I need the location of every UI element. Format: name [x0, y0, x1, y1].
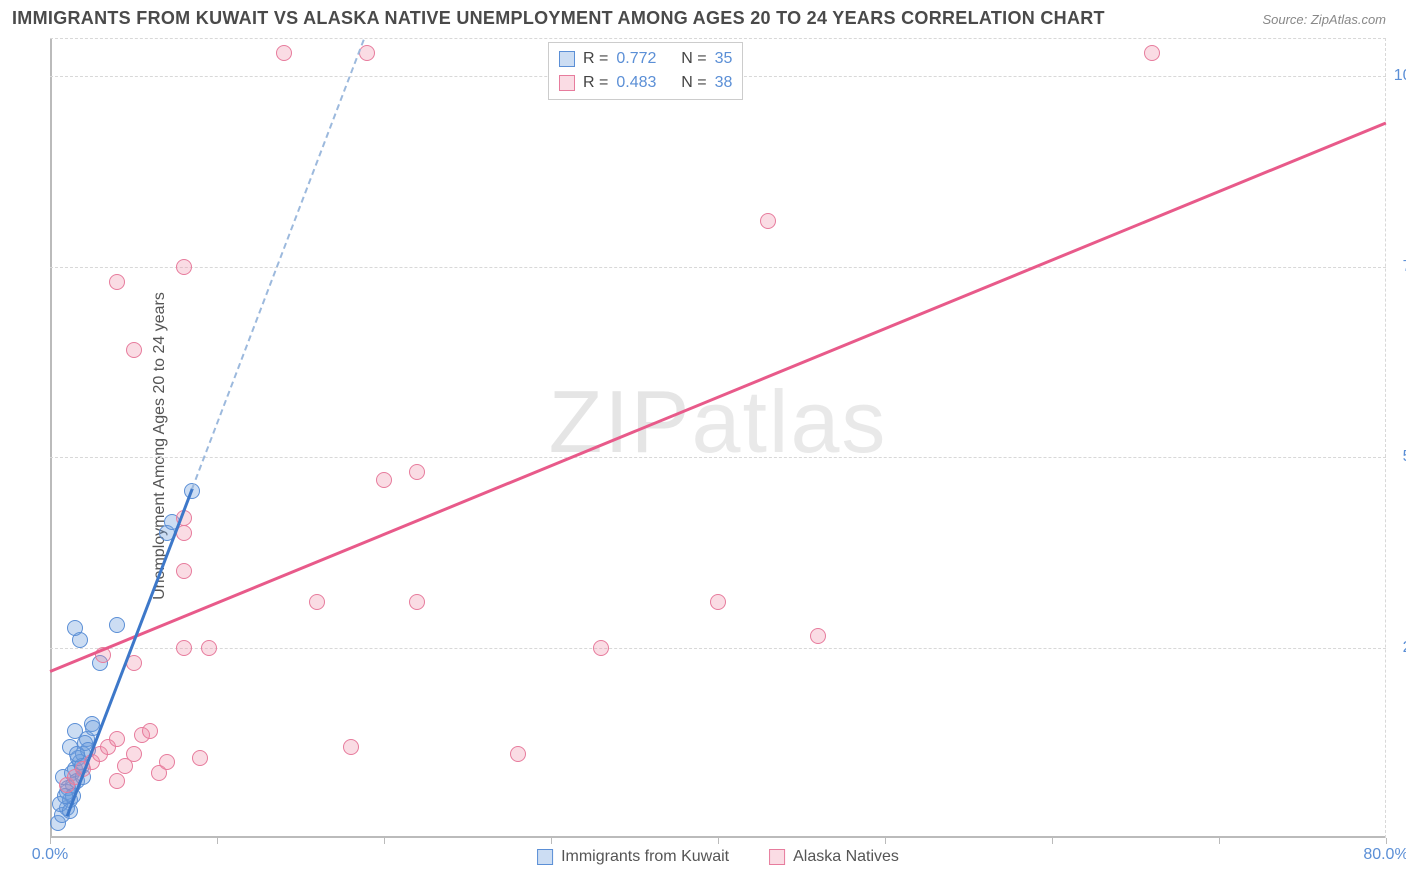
stats-R-label: R = [583, 71, 608, 95]
scatter-point [376, 472, 392, 488]
scatter-point [176, 640, 192, 656]
scatter-point [1144, 45, 1160, 61]
x-tick-label: 0.0% [32, 846, 68, 864]
swatch-icon [537, 849, 553, 865]
scatter-point [409, 464, 425, 480]
swatch-icon [769, 849, 785, 865]
legend: Immigrants from Kuwait Alaska Natives [537, 848, 899, 866]
scatter-point [176, 563, 192, 579]
scatter-point [159, 754, 175, 770]
x-tick [551, 838, 552, 844]
scatter-point [109, 773, 125, 789]
scatter-point [593, 640, 609, 656]
stats-R-value: 0.772 [616, 47, 656, 71]
stats-R-label: R = [583, 47, 608, 71]
y-tick-label: 25.0% [1403, 639, 1406, 657]
trend-line [191, 39, 365, 489]
stats-N-value: 35 [715, 47, 733, 71]
scatter-point [760, 213, 776, 229]
scatter-point [109, 274, 125, 290]
scatter-point [126, 746, 142, 762]
scatter-point [201, 640, 217, 656]
scatter-point [109, 617, 125, 633]
grid-line [50, 648, 1386, 649]
scatter-point [192, 750, 208, 766]
scatter-point [810, 628, 826, 644]
stats-row-series-1: R = 0.772 N = 35 [559, 47, 732, 71]
grid-line [50, 457, 1386, 458]
scatter-point [309, 594, 325, 610]
grid-line [50, 267, 1386, 268]
correlation-stats-box: R = 0.772 N = 35 R = 0.483 N = 38 [548, 42, 743, 100]
scatter-point [69, 746, 85, 762]
stats-N-value: 38 [715, 71, 733, 95]
trend-line [50, 122, 1387, 673]
y-tick-label: 100.0% [1394, 67, 1406, 85]
x-tick-label: 80.0% [1363, 846, 1406, 864]
legend-item: Alaska Natives [769, 848, 899, 866]
scatter-point [142, 723, 158, 739]
x-tick [885, 838, 886, 844]
scatter-point [710, 594, 726, 610]
scatter-point [126, 342, 142, 358]
stats-row-series-2: R = 0.483 N = 38 [559, 71, 732, 95]
stats-R-value: 0.483 [616, 71, 656, 95]
x-tick [384, 838, 385, 844]
x-tick [217, 838, 218, 844]
legend-item: Immigrants from Kuwait [537, 848, 729, 866]
legend-label: Immigrants from Kuwait [561, 848, 729, 866]
scatter-point [409, 594, 425, 610]
x-tick [1219, 838, 1220, 844]
chart-title: IMMIGRANTS FROM KUWAIT VS ALASKA NATIVE … [12, 8, 1105, 29]
grid-line [1385, 38, 1386, 838]
y-tick-label: 50.0% [1403, 448, 1406, 466]
legend-label: Alaska Natives [793, 848, 899, 866]
scatter-point [109, 731, 125, 747]
scatter-point [67, 620, 83, 636]
source-attribution: Source: ZipAtlas.com [1262, 12, 1386, 27]
stats-N-label: N = [681, 71, 706, 95]
stats-N-label: N = [681, 47, 706, 71]
scatter-point [510, 746, 526, 762]
scatter-point [343, 739, 359, 755]
scatter-point [176, 259, 192, 275]
swatch-icon [559, 75, 575, 91]
y-tick-label: 75.0% [1403, 258, 1406, 276]
plot-area: ZIPatlas R = 0.772 N = 35 R = 0.483 N = … [50, 38, 1386, 838]
swatch-icon [559, 51, 575, 67]
x-tick [1386, 838, 1387, 844]
y-axis-line [50, 38, 52, 838]
x-tick [50, 838, 51, 844]
x-tick [718, 838, 719, 844]
grid-line [50, 38, 1386, 39]
x-tick [1052, 838, 1053, 844]
scatter-point [276, 45, 292, 61]
